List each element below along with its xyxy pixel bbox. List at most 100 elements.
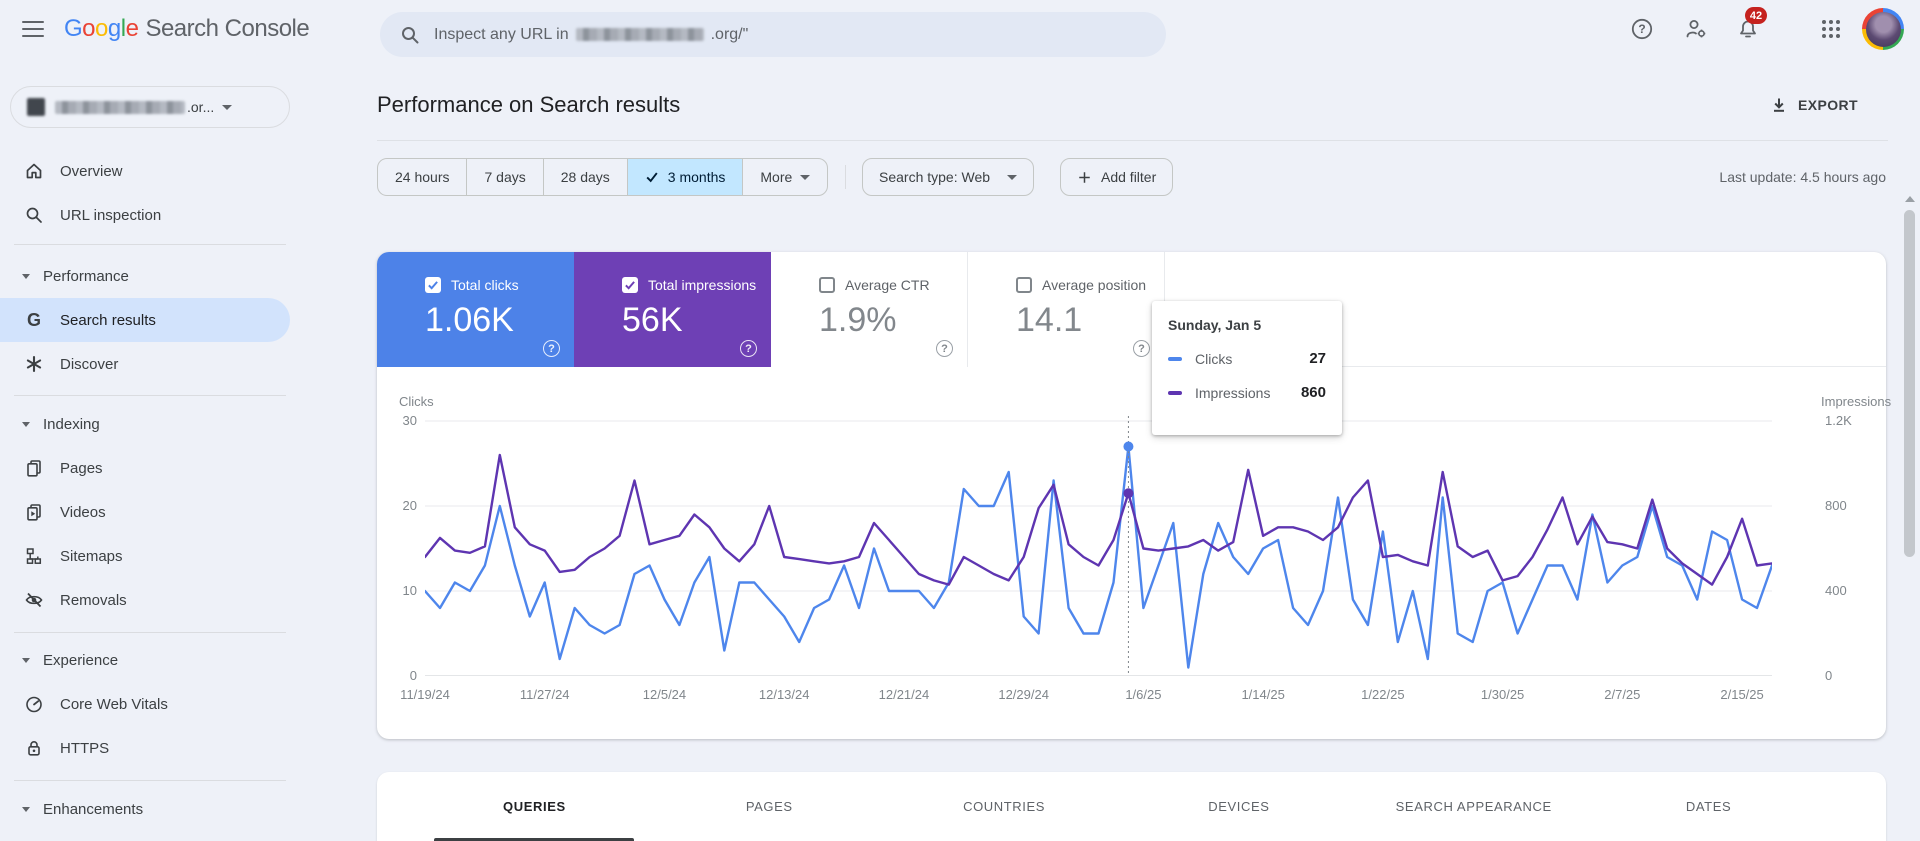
chip-28-days[interactable]: 28 days	[544, 159, 628, 195]
sidebar-divider	[14, 244, 286, 245]
y-tick: 30	[402, 413, 417, 428]
help-icon[interactable]: ?	[1133, 340, 1150, 357]
sidebar-section-indexing[interactable]: Indexing	[0, 402, 300, 446]
checkbox-checked[interactable]	[622, 277, 638, 293]
tab-dates[interactable]: DATES	[1685, 799, 1732, 814]
sidebar-item-overview[interactable]: Overview	[0, 149, 300, 193]
product-name: Search Console	[145, 15, 310, 42]
search-icon	[402, 26, 419, 43]
help-icon[interactable]: ?	[543, 340, 560, 357]
sidebar-item-discover[interactable]: Discover	[0, 342, 300, 386]
add-filter-chip[interactable]: Add filter	[1060, 158, 1174, 196]
download-icon	[1774, 98, 1784, 112]
checkbox-unchecked[interactable]	[819, 277, 835, 293]
x-tick: 11/19/24	[400, 687, 450, 702]
active-tab-indicator	[434, 838, 634, 841]
performance-chart-card: Total clicks 1.06K ? Total impressions 5…	[377, 252, 1891, 739]
chip-separator	[845, 165, 846, 189]
collapse-triangle-icon	[22, 421, 30, 427]
tab-search-appearance[interactable]: SEARCH APPEARANCE	[1395, 799, 1552, 814]
sidebar-section-performance[interactable]: Performance	[0, 254, 300, 298]
avatar-image	[1865, 11, 1901, 47]
clicks-legend-dash	[1168, 356, 1182, 361]
sidebar-item-url-inspection[interactable]: URL inspection	[0, 193, 300, 237]
x-tick: 1/14/25	[1241, 687, 1285, 702]
google-wordmark: Google	[64, 15, 139, 42]
sitemap-icon	[22, 544, 46, 568]
chip-3-months-selected[interactable]: 3 months	[627, 159, 744, 195]
plus-icon	[1079, 171, 1090, 183]
video-icon	[22, 500, 46, 524]
sidebar-item-core-web-vitals[interactable]: Core Web Vitals	[0, 682, 300, 726]
chevron-down-icon	[800, 174, 811, 180]
chip-more[interactable]: More	[743, 159, 827, 195]
svg-text:?: ?	[1638, 22, 1645, 36]
metric-card-average-position[interactable]: Average position 14.1 ?	[968, 252, 1165, 367]
property-selector[interactable]: .or...	[10, 86, 290, 128]
x-tick: 12/29/24	[998, 687, 1049, 702]
tab-pages[interactable]: PAGES	[745, 799, 793, 814]
sidebar-item-https[interactable]: HTTPS	[0, 726, 300, 770]
x-tick: 1/6/25	[1125, 687, 1162, 702]
y-tick: 400	[1825, 583, 1847, 598]
notifications-bell-icon[interactable]: 42	[1735, 7, 1767, 42]
checkbox-checked[interactable]	[425, 277, 441, 293]
page-title: Performance on Search results	[377, 92, 681, 117]
speedometer-icon	[22, 692, 46, 716]
search-type-chip[interactable]: Search type: Web	[862, 158, 1035, 196]
hamburger-menu-icon[interactable]	[22, 21, 44, 37]
metric-card-average-ctr[interactable]: Average CTR 1.9% ?	[771, 252, 968, 367]
x-tick: 11/27/24	[519, 687, 570, 702]
sidebar-section-enhancements[interactable]: Enhancements	[0, 787, 300, 831]
metric-card-total-impressions[interactable]: Total impressions 56K ?	[574, 252, 771, 367]
property-domain: .or...	[55, 99, 214, 115]
date-range-chip-group: 24 hours 7 days 28 days 3 months More	[377, 158, 829, 196]
sidebar-divider	[14, 780, 286, 781]
metric-value: 1.06K	[425, 301, 514, 339]
chip-24-hours[interactable]: 24 hours	[378, 159, 468, 195]
metric-cards-row: Total clicks 1.06K ? Total impressions 5…	[377, 252, 1886, 367]
export-button[interactable]: EXPORT	[1770, 96, 1858, 114]
checkbox-unchecked[interactable]	[1016, 277, 1032, 293]
sidebar-item-pages[interactable]: Pages	[0, 446, 300, 490]
x-tick: 1/30/25	[1480, 687, 1525, 702]
scrollbar-thumb[interactable]	[1904, 210, 1915, 557]
tooltip-date: Sunday, Jan 5	[1168, 317, 1262, 333]
y-tick: 10	[402, 583, 417, 598]
y-tick: 0	[409, 668, 417, 683]
google-apps-grid-icon[interactable]	[1818, 16, 1844, 42]
check-icon	[646, 172, 658, 183]
sidebar-divider	[14, 395, 286, 396]
x-tick: 2/15/25	[1720, 687, 1764, 702]
chevron-down-icon	[1007, 174, 1018, 180]
x-tick: 1/22/25	[1361, 687, 1405, 702]
right-axis-title: Impressions	[1821, 394, 1892, 409]
sidebar-item-removals[interactable]: Removals	[0, 578, 300, 622]
line-chart-plot[interactable]	[425, 412, 1772, 676]
tab-devices[interactable]: DEVICES	[1208, 799, 1270, 814]
help-icon[interactable]: ?	[936, 340, 953, 357]
chip-7-days[interactable]: 7 days	[467, 159, 544, 195]
metric-card-total-clicks[interactable]: Total clicks 1.06K ?	[377, 252, 574, 367]
help-icon[interactable]: ?	[1629, 16, 1655, 42]
tab-countries[interactable]: COUNTRIES	[963, 799, 1046, 814]
tab-queries[interactable]: QUERIES	[503, 799, 566, 814]
app-logo[interactable]: Google Search Console	[64, 15, 310, 43]
help-icon[interactable]: ?	[740, 340, 757, 357]
account-avatar[interactable]	[1862, 8, 1904, 50]
sidebar-item-search-results[interactable]: G Search results	[0, 298, 290, 342]
sidebar-divider	[14, 632, 286, 633]
collapse-triangle-icon	[22, 273, 30, 279]
user-settings-icon[interactable]	[1683, 16, 1709, 42]
url-inspection-search-input[interactable]: Inspect any URL in .org/"	[380, 12, 1166, 57]
metric-value: 14.1	[1016, 301, 1083, 339]
redacted-domain	[575, 28, 704, 41]
y-tick: 1.2K	[1825, 413, 1852, 428]
x-tick: 12/13/24	[758, 687, 810, 702]
scrollbar-up-arrow[interactable]	[1905, 196, 1915, 202]
x-tick: 12/21/24	[878, 687, 930, 702]
eye-off-icon	[22, 588, 46, 612]
sidebar-item-sitemaps[interactable]: Sitemaps	[0, 534, 300, 578]
sidebar-item-videos[interactable]: Videos	[0, 490, 300, 534]
sidebar-section-experience[interactable]: Experience	[0, 638, 300, 682]
